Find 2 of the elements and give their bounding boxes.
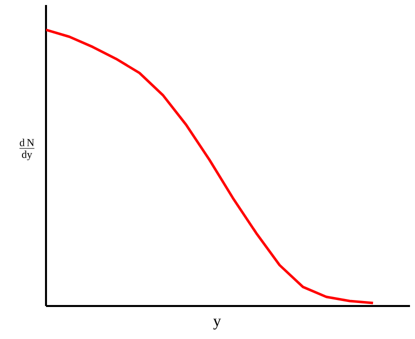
- x-axis-title: y: [213, 318, 222, 330]
- y-axis-title: $\frac{\mathrm{d\,N}}{\mathrm{dy}}$: [19, 138, 34, 160]
